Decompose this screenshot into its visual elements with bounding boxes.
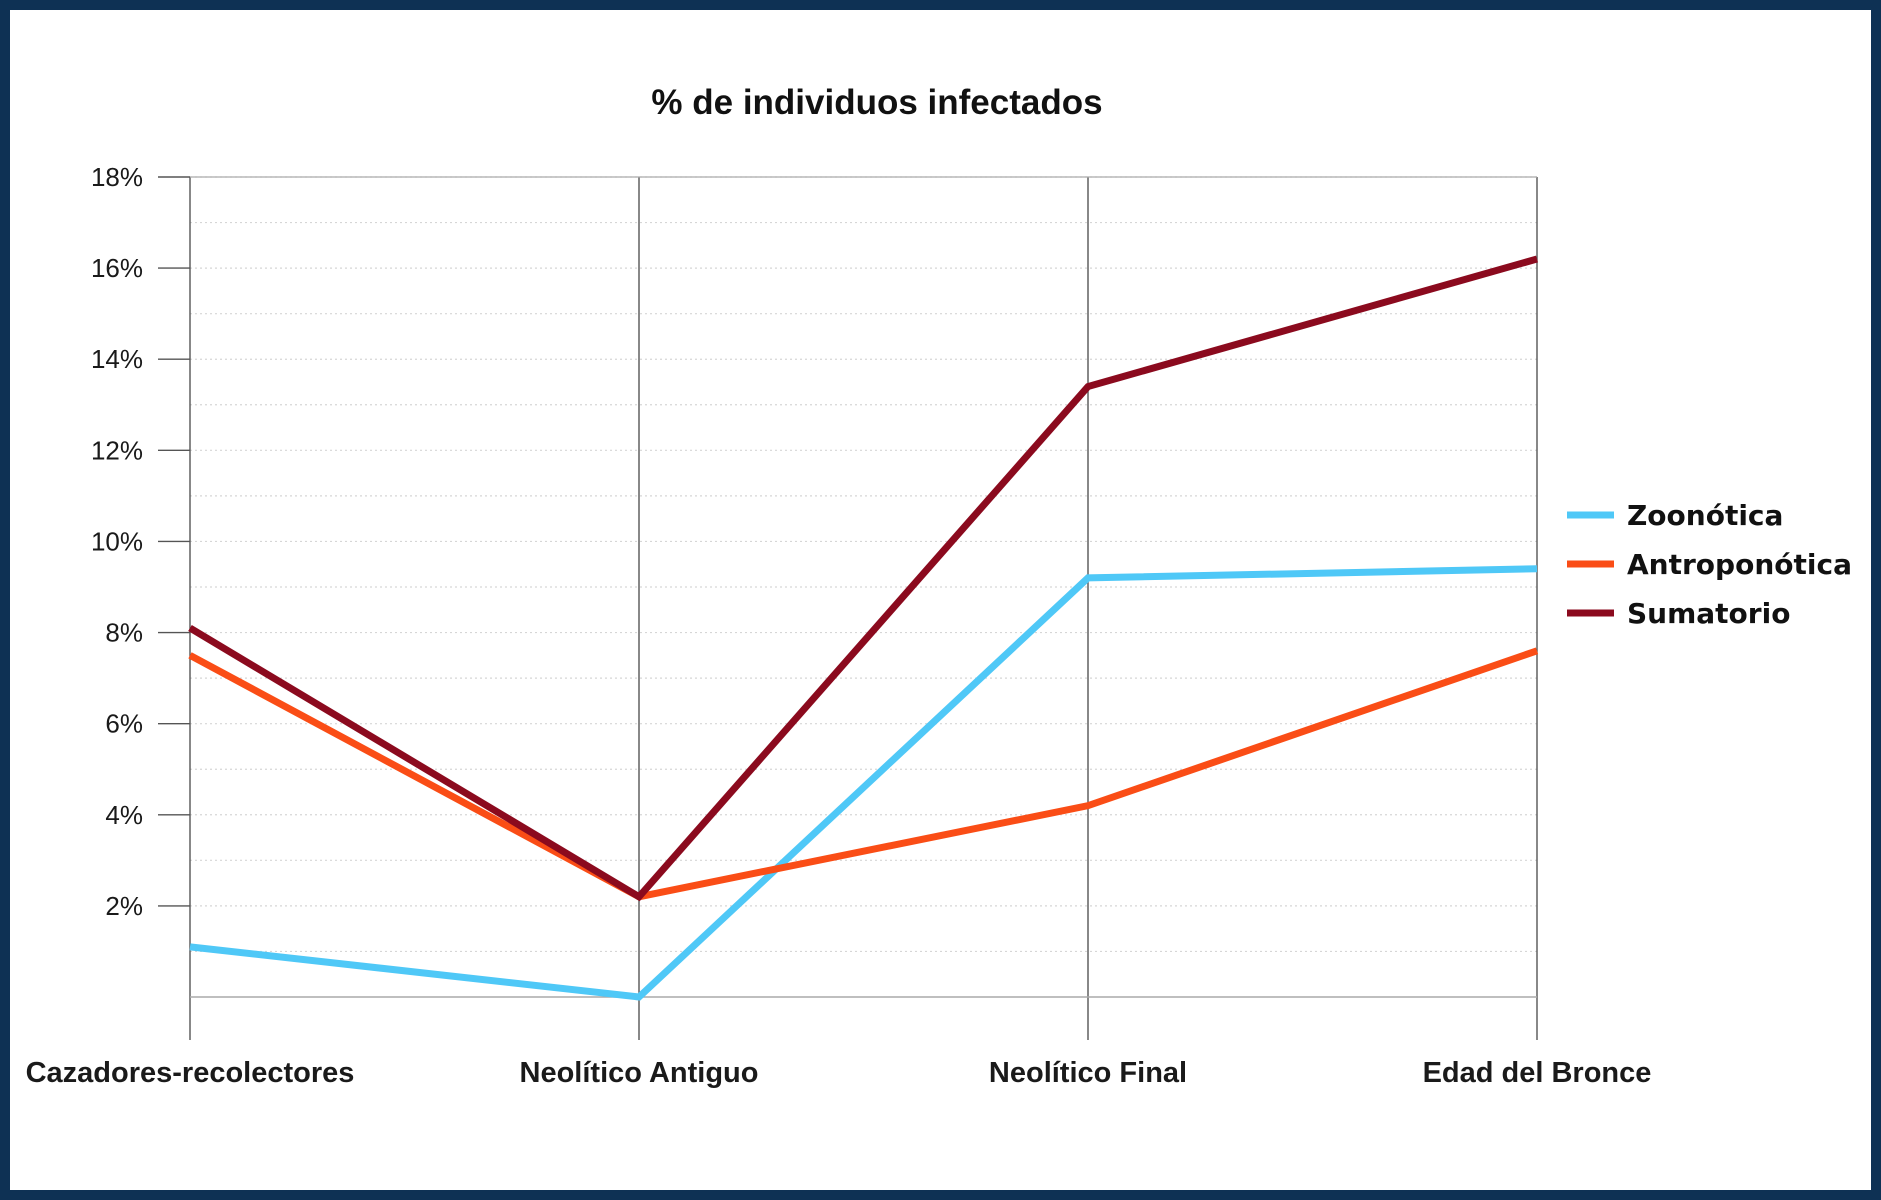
x-tick-label: Neolítico Antiguo: [520, 1057, 759, 1089]
y-tick-label: 6%: [105, 709, 143, 739]
chart-frame: [10, 10, 1871, 1190]
y-tick-label: 18%: [91, 162, 143, 192]
legend: Zoonótica Antroponótica Sumatorio: [1567, 499, 1852, 630]
y-tick-label: 2%: [105, 891, 143, 921]
y-tick-label: 12%: [91, 435, 143, 465]
series-layer: [188, 255, 1539, 1001]
y-tick-label: 8%: [105, 618, 143, 648]
y-tick-label: 10%: [91, 526, 143, 556]
x-tick-label: Edad del Bronce: [1423, 1057, 1652, 1089]
series-line-zoonotica: [189, 565, 1538, 1001]
legend-label: Zoonótica: [1627, 499, 1783, 532]
series-line-sumatorio: [188, 255, 1538, 902]
legend-label: Antroponótica: [1627, 548, 1852, 581]
legend-label: Sumatorio: [1627, 597, 1790, 630]
x-tick-labels: Cazadores-recolectores Neolítico Antiguo N…: [26, 1057, 1652, 1089]
y-tick-label: 4%: [105, 800, 143, 830]
grid-layer: [190, 176, 1537, 953]
x-tick-label: Cazadores-recolectores: [26, 1057, 355, 1089]
x-tick-label: Neolítico Final: [989, 1057, 1187, 1089]
axis-layer: [158, 176, 1538, 1040]
y-tick-label: 14%: [91, 344, 143, 374]
series-line-antroponotica: [188, 647, 1539, 901]
y-tick-labels: 2% 4% 6% 8% 10% 12% 14% 16% 18%: [91, 162, 143, 921]
y-tick-label: 16%: [91, 253, 143, 283]
chart-title: % de individuos infectados: [651, 83, 1102, 122]
